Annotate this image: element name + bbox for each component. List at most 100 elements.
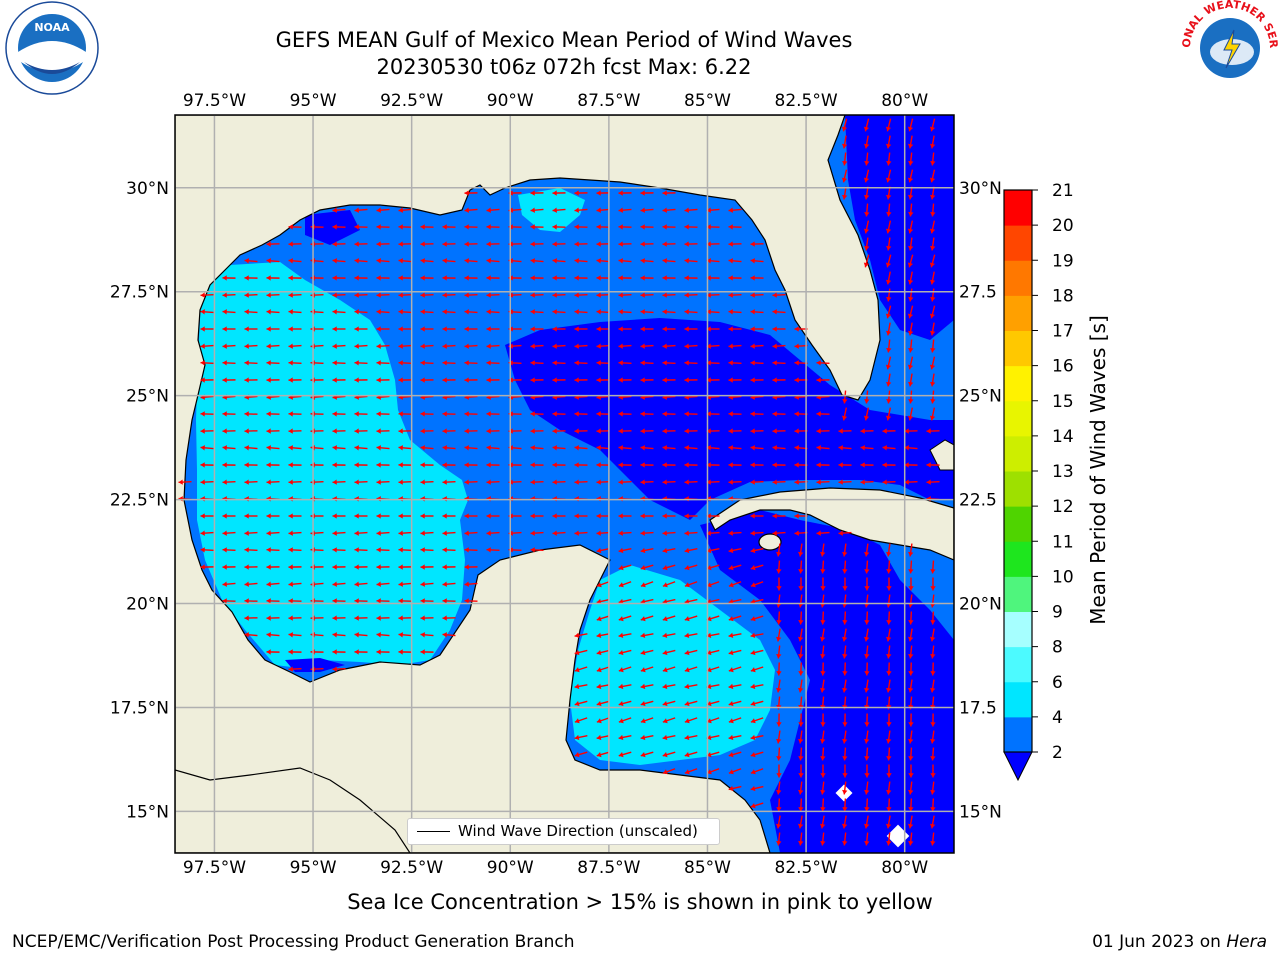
wave-direction-arrow [841,169,848,183]
wave-direction-arrow [886,713,892,727]
wave-direction-arrow [640,343,654,349]
wave-direction-arrow [420,479,434,485]
wave-direction-arrow [926,462,940,468]
wave-direction-arrow [750,479,764,485]
wave-direction-arrow [574,513,588,519]
wave-direction-arrow [222,428,236,434]
wave-direction-arrow [442,428,456,434]
wave-direction-arrow [662,207,676,213]
wave-direction-arrow [929,373,936,387]
wave-direction-arrow [930,662,936,676]
wave-direction-arrow [662,428,676,434]
wave-direction-arrow [442,581,456,587]
land-bahamas [929,439,954,471]
wave-direction-arrow [618,377,632,383]
wave-direction-arrow [574,309,588,315]
eastern-gulf-under-2s [505,318,954,520]
wave-direction-arrow [662,190,676,196]
wave-direction-arrow [266,326,280,332]
wave-direction-arrow [794,513,808,519]
wave-direction-arrow [728,360,742,366]
wave-direction-arrow [552,309,566,315]
lon-ticks-top: 97.5°W 95°W 92.5°W 90°W 87.5°W 85°W 82.5°W 80°W [183,91,928,111]
wave-direction-arrow [244,632,258,638]
wave-direction-arrow [750,615,764,622]
lon-tick-label: 82.5°W [775,858,838,878]
wave-direction-arrow [288,598,302,604]
wave-direction-arrow [486,479,500,485]
wave-direction-arrow [618,700,632,707]
wave-direction-arrow [376,224,390,230]
wave-direction-arrow [640,445,654,451]
wave-direction-arrow [797,628,804,642]
wave-direction-arrow [706,530,720,536]
wave-direction-arrow [864,560,870,574]
wave-direction-arrow [332,292,346,298]
wave-direction-arrow [930,611,936,625]
wave-direction-arrow [574,326,588,332]
wave-direction-arrow [728,666,742,673]
wave-direction-arrow [798,543,804,557]
wave-direction-arrow [596,445,610,451]
wave-direction-arrow [908,577,914,591]
wave-direction-arrow [618,224,632,230]
wave-direction-arrow [930,288,936,302]
wave-direction-arrow [885,679,892,693]
wave-direction-arrow [442,241,456,247]
colorbar-segment [1004,471,1032,507]
wave-direction-arrow [398,275,412,281]
wave-direction-arrow [552,479,566,485]
wave-direction-arrow [354,615,368,621]
wave-direction-arrow [864,764,870,778]
wave-direction-arrow [776,730,782,744]
wave-direction-arrow [574,530,588,536]
colorbar-tick-label: 18 [1052,286,1074,306]
wave-direction-arrow [288,445,302,451]
wave-direction-arrow [907,135,914,149]
wave-direction-arrow [842,747,848,761]
wave-direction-arrow [464,377,478,383]
wave-direction-arrow [288,564,302,570]
wave-direction-arrow [420,598,434,604]
wave-direction-arrow [398,581,412,587]
chart-title: GEFS MEAN Gulf of Mexico Mean Period of … [275,28,853,52]
wave-direction-arrow [640,564,654,571]
wave-direction-arrow [420,547,434,553]
wave-direction-arrow [244,615,258,621]
wave-direction-arrow [552,445,566,451]
wave-direction-arrow [885,254,892,268]
wave-direction-arrow [838,479,852,485]
lat-tick-label: 20°N [126,595,169,615]
wave-direction-arrow [530,326,544,332]
wave-direction-arrow [596,666,610,673]
wave-direction-arrow [354,649,368,655]
wave-direction-arrow [574,479,588,485]
wave-direction-arrow [728,615,742,622]
wave-direction-arrow [332,513,346,519]
wave-direction-arrow [640,292,654,298]
wave-direction-arrow [244,598,258,604]
wave-direction-arrow [929,220,936,234]
wave-direction-arrow [530,411,544,417]
wave-direction-arrow [728,530,742,536]
wave-direction-arrow [908,237,914,251]
wave-direction-arrow [842,832,848,846]
wave-direction-arrow [222,292,236,298]
wave-direction-arrow [930,152,936,166]
wave-direction-arrow [706,292,720,298]
wave-direction-arrow [684,326,698,332]
wave-direction-arrow [596,275,610,281]
wave-direction-arrow [486,275,500,281]
map-frame [174,114,955,854]
wave-direction-arrow [820,611,826,625]
wave-direction-arrow [266,258,280,264]
wave-direction-arrow [486,309,500,315]
wave-direction-arrow [684,768,698,775]
wave-direction-arrow [222,530,236,536]
wave-direction-arrow [530,377,544,383]
lon-tick-label: 87.5°W [577,91,640,111]
wave-direction-arrow [728,564,742,571]
wave-direction-arrow [420,513,434,519]
wave-direction-arrow [684,343,698,349]
wave-direction-arrow [200,513,214,519]
